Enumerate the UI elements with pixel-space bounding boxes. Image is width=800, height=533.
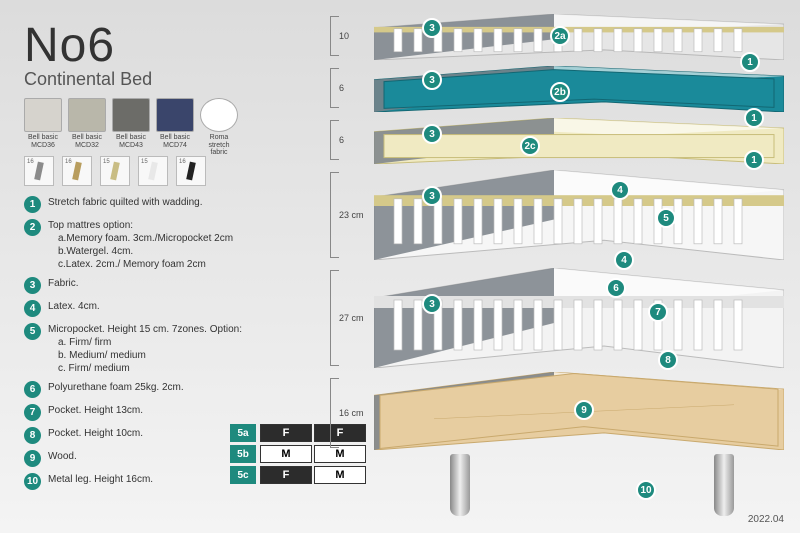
diagram-bullet: 4: [614, 250, 634, 270]
layer: [374, 268, 784, 368]
leg-thumbnails: 16 16 15 15 16: [24, 156, 206, 186]
height-marker: 6: [330, 68, 366, 108]
leg-thumb: 15: [138, 156, 168, 186]
metal-leg-left: [450, 454, 470, 516]
diagram-bullet: 6: [606, 278, 626, 298]
diagram-bullet: 3: [422, 186, 442, 206]
legend-item: 2Top mattres option:a.Memory foam. 3cm./…: [24, 219, 284, 271]
diagram-bullet: 2c: [520, 136, 540, 156]
diagram-bullet: 1: [740, 52, 760, 72]
leg-thumb: 16: [24, 156, 54, 186]
leg-thumb: 16: [176, 156, 206, 186]
swatch: Bell basicMCD74: [156, 98, 194, 157]
legend-item: 5Micropocket. Height 15 cm. 7zones. Opti…: [24, 323, 284, 375]
diagram-bullet: 3: [422, 124, 442, 144]
diagram-bullet: 8: [658, 350, 678, 370]
product-subtitle: Continental Bed: [24, 69, 152, 90]
legend-item: 4Latex. 4cm.: [24, 300, 284, 317]
diagram-bullet: 3: [422, 294, 442, 314]
diagram-bullet: 3: [422, 70, 442, 90]
product-name: No6: [24, 18, 152, 73]
title-block: No6 Continental Bed: [24, 18, 152, 90]
bed-diagram: 10 6 6 23 cm 27 cm 16 cm 3 2a 1 3 2b 1 3 2c 1 4 3 5 4 6 3 7 8…: [330, 10, 790, 520]
fabric-swatches: Bell basicMCD36Bell basicMCD32Bell basic…: [24, 98, 238, 157]
swatch: Bell basicMCD32: [68, 98, 106, 157]
height-marker: 16 cm: [330, 378, 366, 448]
diagram-bullet: 5: [656, 208, 676, 228]
layer: [374, 170, 784, 260]
diagram-bullet: 1: [744, 108, 764, 128]
diagram-bullet: 2a: [550, 26, 570, 46]
height-marker: 10: [330, 16, 366, 56]
legend-item: 1Stretch fabric quilted with wadding.: [24, 196, 284, 213]
height-marker: 27 cm: [330, 270, 366, 366]
diagram-bullet: 1: [744, 150, 764, 170]
diagram-bullet: 3: [422, 18, 442, 38]
height-marker: 6: [330, 120, 366, 160]
swatch: Bell basicMCD43: [112, 98, 150, 157]
diagram-bullet: 2b: [550, 82, 570, 102]
date-label: 2022.04: [748, 514, 784, 525]
swatch: Bell basicMCD36: [24, 98, 62, 157]
leg-thumb: 15: [100, 156, 130, 186]
metal-leg-right: [714, 454, 734, 516]
diagram-bullet: 7: [648, 302, 668, 322]
leg-thumb: 16: [62, 156, 92, 186]
legend-item: 3Fabric.: [24, 277, 284, 294]
legend-item: 7Pocket. Height 13cm.: [24, 404, 284, 421]
height-marker: 23 cm: [330, 172, 366, 258]
swatch: Romastretch fabric: [200, 98, 238, 157]
legend-item: 6Polyurethane foam 25kg. 2cm.: [24, 381, 284, 398]
diagram-bullet: 9: [574, 400, 594, 420]
diagram-bullet: 10: [636, 480, 656, 500]
diagram-bullet: 4: [610, 180, 630, 200]
